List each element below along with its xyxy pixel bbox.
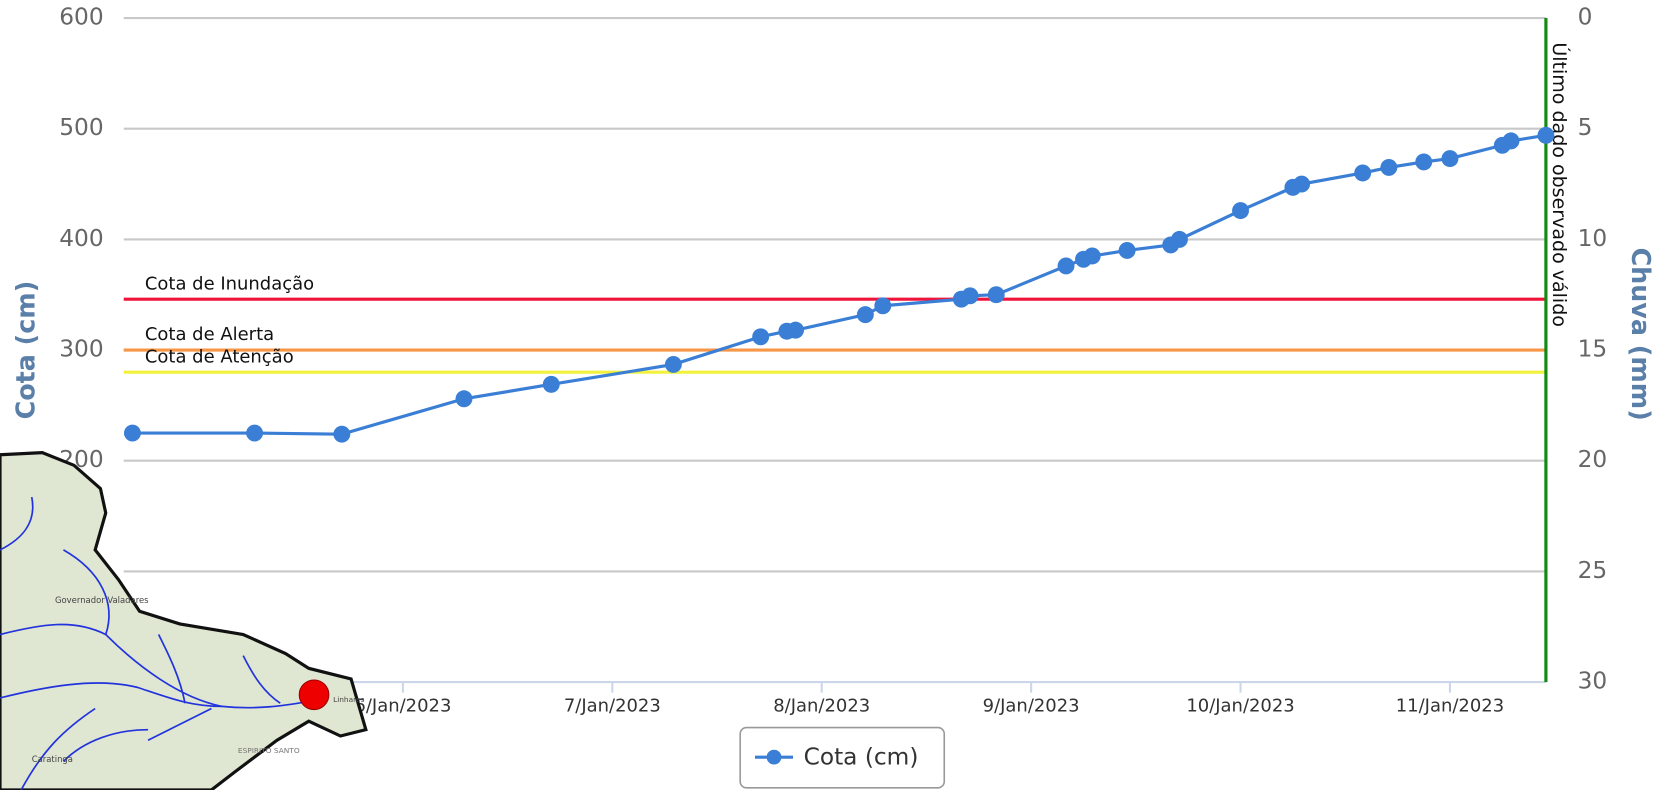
data-point [455,390,473,408]
y-axis-title: Cota (cm) [10,281,40,420]
data-point [1232,202,1249,220]
data-point [1057,257,1075,275]
map-label: ESPIRITO SANTO [238,746,300,755]
map-rivers [0,496,318,790]
data-point [1380,158,1398,176]
y2-tick-label: 20 [1578,446,1608,473]
data-point [874,297,892,315]
data-point [1118,241,1136,259]
data-point [987,286,1005,304]
map-basin [0,451,368,790]
data-point [1441,150,1459,168]
y2-axis-title: Chuva (mm) [1626,248,1656,421]
x-tick-label: 10/Jan/2023 [1186,695,1294,716]
data-point [1537,126,1555,144]
data-point [542,375,560,393]
series-line [132,133,1547,436]
last-data-label: Último dado observado válido [1548,42,1572,327]
x-tick-label: 11/Jan/2023 [1396,695,1504,716]
y2-tick-label: 10 [1578,225,1608,252]
threshold-label: Cota de Alerta [145,324,274,345]
y2-tick-label: 30 [1578,668,1608,695]
data-point [1415,153,1433,171]
data-point [664,355,682,373]
y-tick-label: 400 [59,225,103,252]
data-point [752,328,770,346]
y-tick-label: 500 [59,114,103,141]
data-point [1354,164,1372,182]
y-tick-label: 600 [59,4,103,31]
station-marker [298,679,330,711]
data-point [787,321,805,339]
x-tick-label: 8/Jan/2023 [773,695,870,716]
data-point [856,306,874,324]
y2-tick-label: 25 [1578,557,1608,584]
plot-area: 0100200300400500600051015202530Cota (cm)… [10,4,1656,789]
legend-symbol [766,749,782,765]
data-point [246,424,264,442]
legend-box [739,726,946,789]
data-point [1502,132,1520,150]
data-point [1293,175,1311,193]
x-tick-label: 7/Jan/2023 [564,695,661,716]
map-label: Caratinga [32,754,73,764]
data-point [961,287,979,305]
x-tick-label: 6/Jan/2023 [354,695,451,716]
data-point [123,424,141,442]
y2-tick-label: 5 [1578,114,1593,141]
legend-label: Cota (cm) [804,744,919,771]
data-point [1171,230,1188,248]
y2-tick-label: 15 [1578,336,1608,363]
threshold-label: Cota de Inundação [145,273,314,294]
data-point [1083,247,1101,265]
map-label: Governador Valadares [55,595,149,605]
map-inset: Governador Valadares Caratinga ESPIRITO … [0,451,368,790]
y2-tick-label: 0 [1578,4,1593,31]
x-tick-label: 9/Jan/2023 [983,695,1080,716]
threshold-label: Cota de Atenção [145,346,294,367]
map-label: Linhares [333,695,364,704]
y-tick-label: 300 [59,336,103,363]
data-point [333,425,351,443]
